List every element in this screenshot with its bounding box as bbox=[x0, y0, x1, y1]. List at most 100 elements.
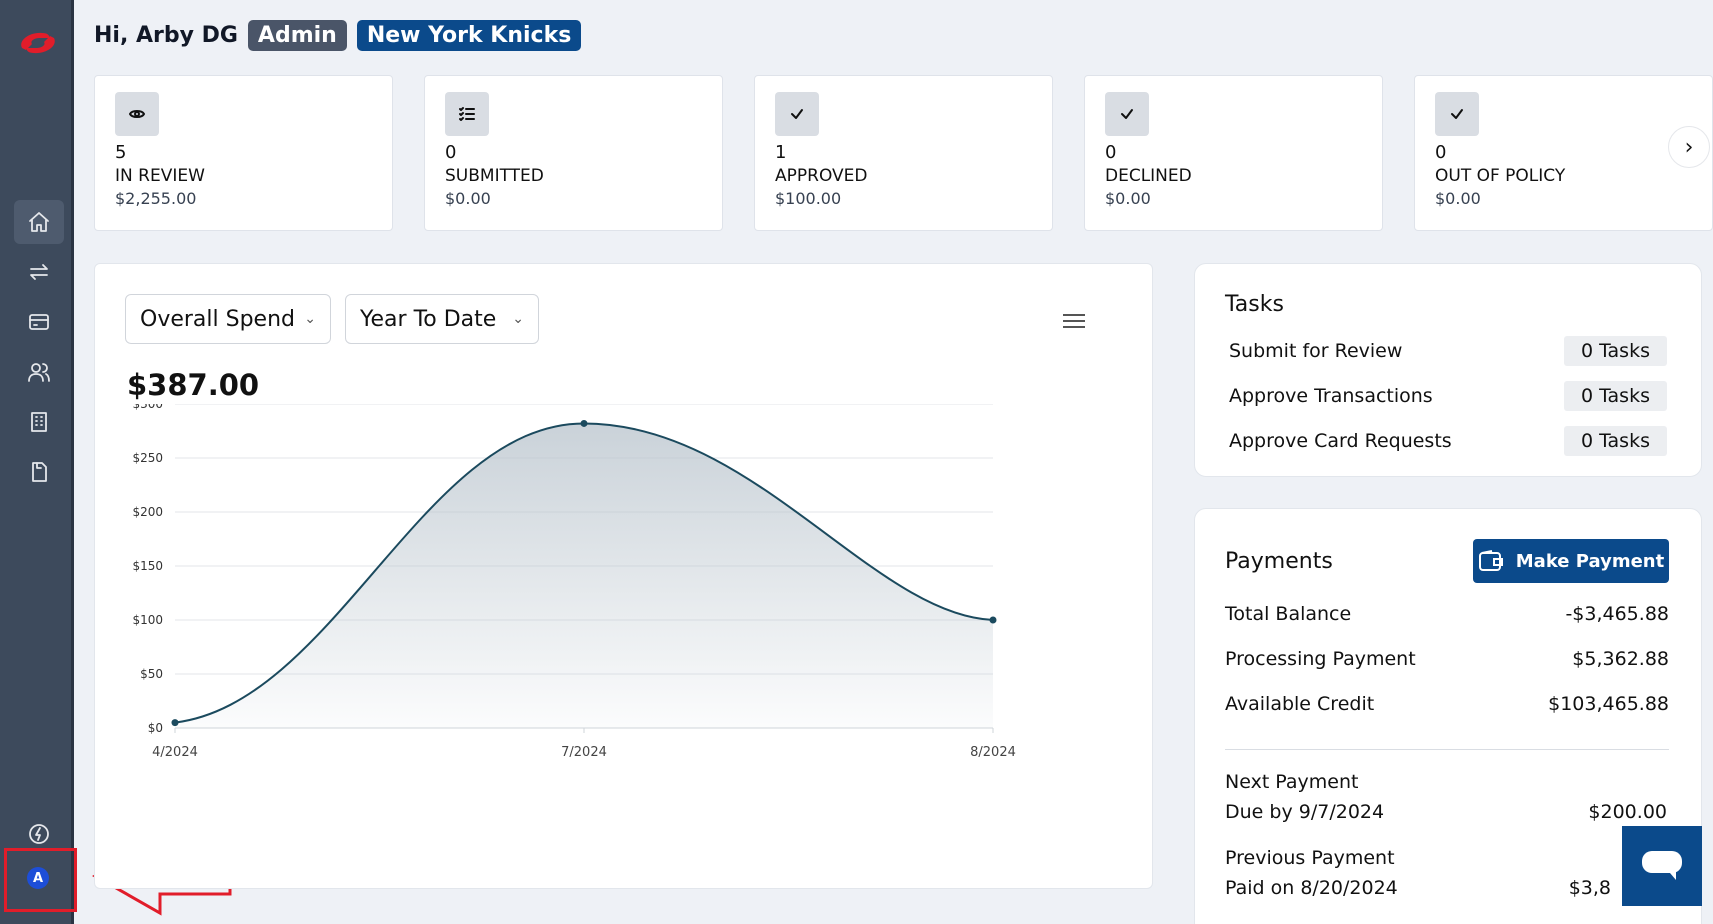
next-payment-label: Next Payment bbox=[1225, 771, 1359, 793]
team-badge[interactable]: New York Knicks bbox=[356, 20, 582, 51]
transfer-icon bbox=[30, 264, 48, 280]
task-count-badge: 0 Tasks bbox=[1563, 336, 1667, 366]
y-tick-label: $50 bbox=[140, 667, 163, 681]
stat-amount: $2,255.00 bbox=[115, 189, 197, 208]
payment-row-value: $5,362.88 bbox=[1572, 648, 1669, 670]
stat-label: SUBMITTED bbox=[445, 166, 544, 186]
card-icon bbox=[29, 314, 49, 330]
payments-card: Payments Make Payment Total Balance -$3,… bbox=[1194, 508, 1702, 924]
previous-payment-label: Previous Payment bbox=[1225, 847, 1395, 869]
task-count-badge: 0 Tasks bbox=[1563, 426, 1667, 456]
task-row[interactable]: Approve Card Requests 0 Tasks bbox=[1229, 426, 1667, 456]
payment-row-label: Total Balance bbox=[1225, 603, 1352, 625]
stat-label: DECLINED bbox=[1105, 166, 1192, 186]
highlight-box bbox=[4, 848, 77, 912]
check-icon bbox=[1105, 92, 1149, 136]
period-select-value: Year To Date bbox=[360, 306, 497, 332]
nav-receipts[interactable] bbox=[14, 450, 64, 494]
stat-amount: $0.00 bbox=[1435, 189, 1481, 208]
divider bbox=[1225, 749, 1669, 750]
chevron-down-icon: ⌄ bbox=[512, 311, 524, 327]
carousel-next-button[interactable]: › bbox=[1668, 126, 1710, 168]
y-tick-label: $0 bbox=[148, 721, 163, 735]
x-tick-label: 8/2024 bbox=[970, 745, 1016, 760]
task-label: Submit for Review bbox=[1229, 340, 1403, 362]
data-point[interactable] bbox=[989, 616, 997, 624]
next-payment-amount: $200.00 bbox=[1588, 801, 1667, 823]
stat-count: 0 bbox=[1105, 142, 1117, 163]
greeting-text: Hi, Arby DG bbox=[94, 23, 238, 48]
nav-home[interactable] bbox=[14, 200, 64, 244]
tasks-card: Tasks Submit for Review 0 Tasks Approve … bbox=[1194, 263, 1702, 477]
stat-card-out-of-policy[interactable]: 0 OUT OF POLICY $0.00 bbox=[1414, 75, 1713, 231]
stat-card-declined[interactable]: 0 DECLINED $0.00 bbox=[1084, 75, 1383, 231]
x-tick-label: 4/2024 bbox=[152, 745, 198, 760]
period-select[interactable]: Year To Date ⌄ bbox=[345, 294, 539, 344]
nav-cards[interactable] bbox=[14, 300, 64, 344]
y-tick-label: $200 bbox=[132, 505, 163, 519]
nav-company[interactable] bbox=[14, 400, 64, 444]
role-badge: Admin bbox=[247, 20, 347, 51]
task-label: Approve Card Requests bbox=[1229, 430, 1452, 452]
payment-row-total-balance: Total Balance -$3,465.88 bbox=[1225, 603, 1669, 625]
metric-select[interactable]: Overall Spend ⌄ bbox=[125, 294, 331, 344]
chevron-right-icon: › bbox=[1684, 134, 1694, 160]
stat-amount: $100.00 bbox=[775, 189, 842, 208]
stat-amount: $0.00 bbox=[445, 189, 491, 208]
y-tick-label: $100 bbox=[132, 613, 163, 627]
stat-card-approved[interactable]: 1 APPROVED $100.00 bbox=[754, 75, 1053, 231]
nav-integrations[interactable] bbox=[14, 812, 64, 856]
task-count-badge: 0 Tasks bbox=[1563, 381, 1667, 411]
avatar[interactable]: A bbox=[27, 867, 49, 889]
stat-label: APPROVED bbox=[775, 166, 868, 186]
sidebar: A bbox=[0, 0, 74, 924]
data-point[interactable] bbox=[171, 719, 179, 727]
building-icon bbox=[31, 412, 47, 432]
tasks-title: Tasks bbox=[1225, 292, 1284, 317]
checklist-icon bbox=[445, 92, 489, 136]
previous-payment-date: Paid on 8/20/2024 bbox=[1225, 877, 1398, 899]
y-tick-label: $250 bbox=[132, 451, 163, 465]
payment-row-processing: Processing Payment $5,362.88 bbox=[1225, 648, 1669, 670]
y-tick-label: $150 bbox=[132, 559, 163, 573]
stat-card-in-review[interactable]: 5 IN REVIEW $2,255.00 bbox=[94, 75, 393, 231]
stat-count: 0 bbox=[445, 142, 457, 163]
data-point[interactable] bbox=[580, 419, 588, 427]
stat-count: 5 bbox=[115, 142, 127, 163]
next-payment-due: Due by 9/7/2024 bbox=[1225, 801, 1385, 823]
stat-count: 0 bbox=[1435, 142, 1447, 163]
brand-logo[interactable] bbox=[16, 26, 60, 60]
spend-chart-card: Overall Spend ⌄ Year To Date ⌄ $387.00 $… bbox=[94, 263, 1153, 889]
spend-area-chart: $0 $50 $100 $150 $200 $250 $300 4/2024 7/2024 8/2… bbox=[132, 404, 1016, 760]
payments-title: Payments bbox=[1225, 549, 1333, 574]
check-icon bbox=[1435, 92, 1479, 136]
greeting-bar: Hi, Arby DG Admin New York Knicks bbox=[94, 20, 582, 51]
metric-select-value: Overall Spend bbox=[140, 306, 295, 332]
total-spend: $387.00 bbox=[127, 368, 260, 402]
stat-count: 1 bbox=[775, 142, 787, 163]
y-tick-label: $300 bbox=[132, 404, 163, 411]
area-fill bbox=[175, 423, 993, 728]
chat-icon bbox=[1642, 851, 1682, 880]
payment-row-value: $103,465.88 bbox=[1548, 693, 1669, 715]
receipt-icon bbox=[32, 462, 47, 482]
payment-row-label: Available Credit bbox=[1225, 693, 1375, 715]
nav-users[interactable] bbox=[14, 350, 64, 394]
home-icon bbox=[29, 212, 49, 232]
make-payment-button[interactable]: Make Payment bbox=[1473, 539, 1669, 583]
chat-support-button[interactable] bbox=[1622, 826, 1702, 906]
payment-row-value: -$3,465.88 bbox=[1565, 603, 1669, 625]
task-row[interactable]: Submit for Review 0 Tasks bbox=[1229, 336, 1667, 366]
stat-amount: $0.00 bbox=[1105, 189, 1151, 208]
wallet-icon bbox=[1478, 550, 1503, 571]
task-row[interactable]: Approve Transactions 0 Tasks bbox=[1229, 381, 1667, 411]
previous-payment-amount: $3,8 bbox=[1568, 877, 1611, 899]
task-label: Approve Transactions bbox=[1229, 385, 1433, 407]
payment-row-available-credit: Available Credit $103,465.88 bbox=[1225, 693, 1669, 715]
make-payment-label: Make Payment bbox=[1515, 550, 1665, 572]
stat-label: IN REVIEW bbox=[115, 166, 205, 186]
stat-card-submitted[interactable]: 0 SUBMITTED $0.00 bbox=[424, 75, 723, 231]
nav-transactions[interactable] bbox=[14, 250, 64, 294]
chart-menu-icon[interactable] bbox=[1063, 314, 1085, 330]
payment-row-label: Processing Payment bbox=[1225, 648, 1416, 670]
